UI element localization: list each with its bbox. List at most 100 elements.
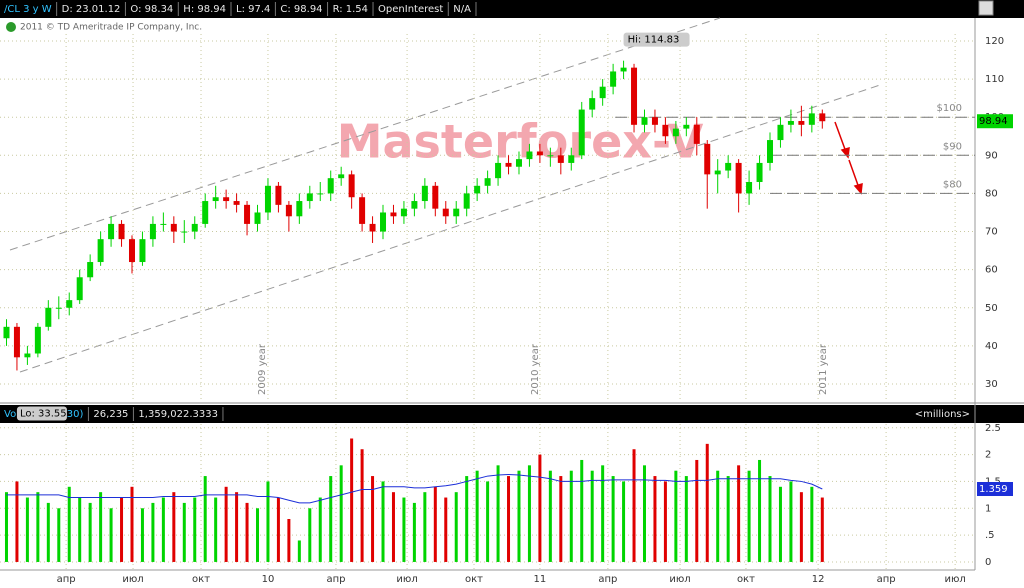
volume-bar — [632, 449, 636, 562]
volume-bar — [507, 476, 511, 562]
copyright: 2011 © TD Ameritrade IP Company, Inc. — [20, 23, 202, 33]
volume-bar — [465, 476, 469, 562]
volume-bar — [339, 465, 343, 562]
header-field: D: 23.01.12 — [62, 4, 121, 15]
x-tick-label: 12 — [812, 574, 825, 585]
volume-bar — [548, 470, 552, 562]
volume-bar — [663, 481, 667, 562]
volume-bar — [737, 465, 741, 562]
x-tick-label: 11 — [534, 574, 547, 585]
header-field: H: 98.94 — [183, 4, 226, 15]
volume-bar — [486, 481, 490, 562]
volume-bar — [130, 486, 134, 562]
x-tick-label: июл — [122, 574, 143, 585]
last-avg-box — [977, 482, 1013, 497]
candle-body — [735, 162, 742, 194]
y-tick-label: 30 — [985, 379, 998, 390]
volume-bar — [182, 502, 186, 562]
candle-body — [160, 223, 167, 225]
candle-body — [453, 208, 460, 217]
volume-bar — [4, 492, 8, 562]
volume-bar — [475, 470, 479, 562]
volume-bar — [799, 492, 803, 562]
candle-body — [348, 174, 355, 198]
x-tick-label: окт — [737, 574, 755, 585]
volume-bar — [297, 540, 301, 562]
candle-body — [87, 262, 94, 278]
candle-body — [254, 212, 261, 224]
candle-body — [66, 300, 73, 308]
candle-body — [787, 121, 794, 125]
channel-line — [9, 17, 721, 251]
candle-body — [495, 162, 502, 179]
volume-bar — [642, 465, 646, 562]
volume-bar — [622, 481, 626, 562]
candle-body — [55, 307, 62, 309]
window-button[interactable] — [978, 0, 994, 16]
unit-label: <millions> — [915, 409, 970, 420]
volume-bar — [235, 492, 239, 562]
volume-bar — [36, 492, 40, 562]
candle-body — [631, 67, 638, 125]
volume-bar — [308, 508, 312, 562]
candle-body — [317, 193, 324, 195]
candle-body — [285, 204, 292, 217]
candle-body — [515, 159, 522, 167]
candle-body — [296, 201, 303, 217]
candle-body — [432, 185, 439, 209]
volume-bar — [590, 470, 594, 562]
volume-bar — [46, 502, 50, 562]
volume-bar — [559, 476, 563, 562]
candle-body — [610, 71, 617, 87]
candle-body — [13, 326, 20, 358]
volume-bar — [695, 459, 699, 562]
candle-body — [108, 223, 115, 240]
volume-avg-line — [6, 473, 823, 504]
x-tick-label: июл — [396, 574, 417, 585]
volume-bar — [214, 497, 218, 562]
candle-body — [672, 128, 679, 137]
candle-body — [34, 326, 41, 354]
volume-bar — [674, 470, 678, 562]
volume-bar — [684, 476, 688, 562]
x-tick-label: апр — [326, 574, 345, 585]
candle-body — [181, 231, 188, 233]
level-label: $80 — [943, 179, 962, 190]
candle-body — [725, 162, 732, 171]
candle-body — [474, 185, 481, 194]
volume-bar — [329, 476, 333, 562]
candle-body — [380, 212, 387, 232]
candle-body — [244, 204, 251, 224]
volume-bar — [423, 492, 427, 562]
candle-body — [128, 239, 135, 263]
header-field: R: 1.54 — [333, 4, 368, 15]
candle-body — [819, 113, 826, 122]
candle-body — [505, 162, 512, 167]
y-tick-label: 2 — [985, 450, 991, 461]
y-tick-label: 70 — [985, 227, 998, 238]
candle-body — [223, 197, 230, 202]
y-tick-label: 80 — [985, 188, 998, 199]
candle-body — [24, 353, 31, 358]
volume-bar — [402, 497, 406, 562]
volume-bar — [538, 454, 542, 562]
candle-body — [526, 151, 533, 160]
candle-body — [767, 140, 774, 163]
x-tick-label: апр — [57, 574, 76, 585]
candle-body — [233, 201, 240, 205]
volume-bar — [391, 492, 395, 562]
volume-bar — [496, 465, 500, 562]
volume-bar — [140, 508, 144, 562]
volume-bar — [78, 497, 82, 562]
volume-bar — [15, 481, 19, 562]
volume-bar — [569, 470, 573, 562]
last-price-label: 98.94 — [979, 116, 1008, 127]
volume-bar — [88, 502, 92, 562]
candle-body — [568, 155, 575, 163]
header-field: OpenInterest — [378, 4, 443, 15]
volume-bar — [517, 470, 521, 562]
volume-bar — [203, 476, 207, 562]
candle-body — [212, 197, 219, 202]
volume-bar — [245, 502, 249, 562]
candle-body — [683, 124, 690, 129]
